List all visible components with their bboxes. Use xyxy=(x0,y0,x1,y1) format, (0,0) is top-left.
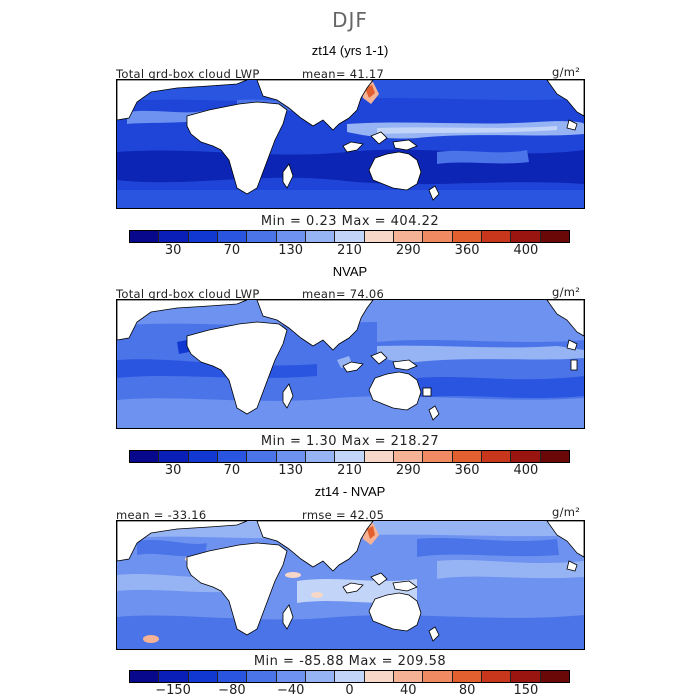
colorbar-tick-label: 400 xyxy=(513,243,539,258)
colorbar-segment xyxy=(452,671,482,682)
panel-3-mean: mean = -33.16 xyxy=(116,508,207,522)
colorbar-segment xyxy=(130,231,160,242)
colorbar-segment xyxy=(423,451,453,462)
colorbar-segment xyxy=(364,671,394,682)
colorbar-tick-label: 40 xyxy=(400,683,417,698)
colorbar-segment xyxy=(481,231,512,242)
colorbar-segment xyxy=(217,671,248,682)
colorbar-segment xyxy=(305,451,336,462)
panel-2-colorbar xyxy=(129,450,570,463)
colorbar-tick-label: −80 xyxy=(218,683,246,698)
panel-1-field-label: Total grd-box cloud LWP xyxy=(116,67,260,81)
colorbar-segment xyxy=(247,231,277,242)
colorbar-segment xyxy=(130,671,160,682)
panel-2-min-max: Min = 1.30 Max = 218.27 xyxy=(260,434,440,449)
colorbar-tick-label: −150 xyxy=(155,683,191,698)
colorbar-segment xyxy=(335,231,365,242)
colorbar-segment xyxy=(217,231,248,242)
colorbar-tick-label: −40 xyxy=(276,683,305,698)
colorbar-segment xyxy=(276,671,306,682)
panel-3-title: zt14 - NVAP xyxy=(314,484,386,499)
panel-3-colorbar xyxy=(129,670,570,683)
panel-1-min-max: Min = 0.23 Max = 404.22 xyxy=(260,214,440,229)
colorbar-segment xyxy=(452,451,482,462)
panel-3-min-max: Min = -85.88 Max = 209.58 xyxy=(253,654,447,669)
colorbar-tick-label: 360 xyxy=(454,463,480,478)
colorbar-segment xyxy=(540,231,569,242)
colorbar-tick-label: 400 xyxy=(513,463,539,478)
colorbar-segment xyxy=(511,671,541,682)
colorbar-segment xyxy=(247,671,277,682)
colorbar-segment xyxy=(305,231,336,242)
colorbar-segment xyxy=(188,671,218,682)
colorbar-tick-label: 150 xyxy=(513,683,539,698)
colorbar-segment xyxy=(423,231,453,242)
colorbar-segment xyxy=(276,451,306,462)
panel-3-units: g/m² xyxy=(552,505,581,519)
colorbar-segment xyxy=(481,671,512,682)
colorbar-segment xyxy=(159,231,189,242)
colorbar-segment xyxy=(130,451,160,462)
colorbar-segment xyxy=(335,451,365,462)
colorbar-tick-label: 30 xyxy=(164,243,182,258)
main-title: DJF xyxy=(332,8,368,32)
panel-1-units: g/m² xyxy=(552,65,581,79)
colorbar-segment xyxy=(364,451,394,462)
colorbar-segment xyxy=(511,451,541,462)
panel-1-mean: mean= 41.17 xyxy=(302,67,385,81)
colorbar-segment xyxy=(335,671,365,682)
panel-2-field-label: Total grd-box cloud LWP xyxy=(116,287,260,301)
panel-1-map xyxy=(116,79,585,209)
panel-2-mean: mean= 74.06 xyxy=(302,287,385,301)
panel-3-map xyxy=(116,520,585,650)
colorbar-segment xyxy=(393,671,424,682)
colorbar-segment xyxy=(305,671,336,682)
colorbar-tick-label: 130 xyxy=(278,243,304,258)
colorbar-segment xyxy=(540,451,569,462)
colorbar-segment xyxy=(159,671,189,682)
colorbar-segment xyxy=(452,231,482,242)
colorbar-segment xyxy=(393,231,424,242)
colorbar-tick-label: 80 xyxy=(458,683,476,698)
colorbar-tick-label: 30 xyxy=(164,463,182,478)
colorbar-segment xyxy=(481,451,512,462)
colorbar-segment xyxy=(188,451,218,462)
colorbar-segment xyxy=(423,671,453,682)
panel-3-rmse: rmse = 42.05 xyxy=(302,508,385,522)
panel-2-map xyxy=(116,299,585,429)
panel-1-title: zt14 (yrs 1-1) xyxy=(311,43,389,58)
colorbar-segment xyxy=(540,671,569,682)
colorbar-segment xyxy=(159,451,189,462)
colorbar-tick-label: 210 xyxy=(337,243,362,258)
colorbar-tick-label: 210 xyxy=(337,463,362,478)
colorbar-segment xyxy=(188,231,218,242)
colorbar-segment xyxy=(511,231,541,242)
colorbar-tick-label: 70 xyxy=(223,243,241,258)
colorbar-segment xyxy=(276,231,306,242)
colorbar-tick-label: 290 xyxy=(395,463,421,478)
colorbar-segment xyxy=(364,231,394,242)
panel-2-title: NVAP xyxy=(332,264,368,279)
panel-2-units: g/m² xyxy=(552,285,581,299)
colorbar-segment xyxy=(393,451,424,462)
colorbar-tick-label: 360 xyxy=(454,243,480,258)
colorbar-tick-label: 290 xyxy=(395,243,421,258)
panel-1-colorbar xyxy=(129,230,570,243)
colorbar-tick-label: 130 xyxy=(278,463,304,478)
colorbar-segment xyxy=(217,451,248,462)
colorbar-tick-label: 0 xyxy=(345,683,354,698)
colorbar-tick-label: 70 xyxy=(223,463,241,478)
colorbar-segment xyxy=(247,451,277,462)
